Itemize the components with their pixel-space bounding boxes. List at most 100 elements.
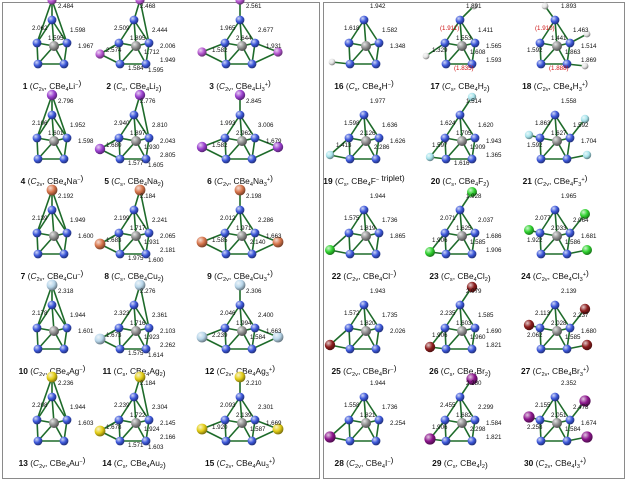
molecule-caption: 23 (Cs, CBe4Cl2) [429,271,490,283]
be-atom [562,436,572,446]
bond-length-label: 1.863 [535,120,551,127]
molecule-5: 2.776 2.940 2.810 2.043 1.897 1.680 1.9302.805… [94,89,176,188]
c-atom [237,231,247,241]
be-atom [467,154,477,164]
be-atom [345,59,355,69]
bond-length-label: 1.906 [432,237,448,244]
bond-length-label: 2.079 [466,288,482,295]
be-atom [115,154,125,164]
bond-length-label: 2.192 [58,193,74,200]
bond-length-label: 2.235 [440,310,456,317]
be-atom [220,133,230,143]
bond-length-label: 1.601 [48,130,64,137]
bond-length-label: 1.712 [144,49,160,56]
be-atom [32,228,42,238]
molecule-caption: 5 (Cs, CBe4Na2) [104,176,164,188]
be-atom [441,249,451,259]
be-atom [221,249,231,259]
bond-length-label: 2.181 [160,247,176,254]
bond-length-label: 2.126 [360,130,376,137]
bond-length-label: 1.616 [454,160,470,167]
bond-length-label: 1.920 [212,424,228,431]
molecule-3: 2.561 1.965 2.677 1.931 2.644 1.582 3 (C2v, CB… [197,0,283,93]
bond [363,209,380,234]
bond-length-label: 2.064 [573,217,589,224]
bond-length-label: 1.593 [486,57,502,64]
bond [51,284,68,329]
bond-length-label: 2.318 [58,288,74,295]
bond-length-label: 1.949 [70,217,86,224]
bond-length-label: 2.286 [374,144,390,151]
bond-length-label: 1.627 [551,130,567,137]
bond [118,19,135,44]
molecule-caption: 21 (C2v, CBe4F3+) [523,173,588,188]
bond [224,209,241,234]
be-atom [562,59,572,69]
cl-atom [524,225,534,235]
molecule-7: 2.192 2.139 1.949 1.600 7 (C2v, CBe4Cu−) [21,184,94,283]
ag-atom [94,333,106,345]
bond-length-label: 1.897 [130,130,146,137]
bond-length-label: 1.603 [456,320,472,327]
be-atom [235,300,245,310]
be-atom [114,133,124,143]
c-atom [361,41,371,51]
bond-length-label: 2.254 [390,420,406,427]
f-atom [582,150,592,160]
bond-length-label: 1.821 [486,434,502,441]
c-atom [49,418,59,428]
be-atom [440,323,450,333]
cu-atom [134,184,146,196]
h-atom [541,2,549,10]
bond-length-label: 1.413 [336,142,352,149]
bond [51,396,68,421]
be-atom [62,38,72,48]
bond-length-label: 2.484 [58,3,74,10]
c-atom [552,136,562,146]
bond-length-label: 2.237 [573,312,589,319]
c-atom [49,136,59,146]
molecule-27: 2.139 2.113 2.237 1.680 2.028 2.062 1.585 27 (C… [521,288,597,378]
bond-length-label: 1.608 [470,49,486,56]
bond [459,396,476,421]
bond-length-label: 2.028 [551,320,567,327]
bond-length-label: 2.962 [236,130,252,137]
ag-atom [234,279,246,291]
bond-length-label: 1.682 [456,412,472,419]
be-atom [470,38,480,48]
be-atom [565,228,575,238]
bond-length-label: 1.592 [527,142,543,149]
be-atom [33,344,43,354]
bond [36,304,53,329]
bond [139,376,150,421]
molecule-21: 1.558 1.863 1.592 1.704 1.627 1.592 21 (C2v, C… [523,98,597,188]
c-atom [131,326,141,336]
be-atom [345,249,355,259]
bond-length-label: 1.463 [573,27,589,34]
be-atom [141,59,151,69]
molecule-caption: 2 (Cs, CBe4Li2) [106,81,161,93]
be-atom [441,154,451,164]
c-atom [457,136,467,146]
bond-length-label: 1.673 [106,332,122,339]
bond [133,19,150,44]
bond-length-label: 1.735 [382,312,398,319]
be-atom [250,323,260,333]
bond-length-label: 2.361 [152,312,168,319]
bond-length-label: 2.299 [478,404,494,411]
be-atom [62,323,72,333]
be-atom [250,228,260,238]
bond-length-label: 1.680 [106,142,122,149]
bond-length-label: 1.603 [78,420,94,427]
bond-length-label: 1.618 [344,25,360,32]
be-atom [47,392,57,402]
bond-length-label: 2.509 [114,25,130,32]
bond-length-label: 3.006 [258,122,274,129]
be-atom [344,38,354,48]
be-atom [550,110,560,120]
au-atom [94,425,106,437]
c-atom [131,136,141,146]
be-atom [250,415,260,425]
bond-length-label: 2.043 [160,138,176,145]
bond-length-label: 1.716 [130,320,146,327]
